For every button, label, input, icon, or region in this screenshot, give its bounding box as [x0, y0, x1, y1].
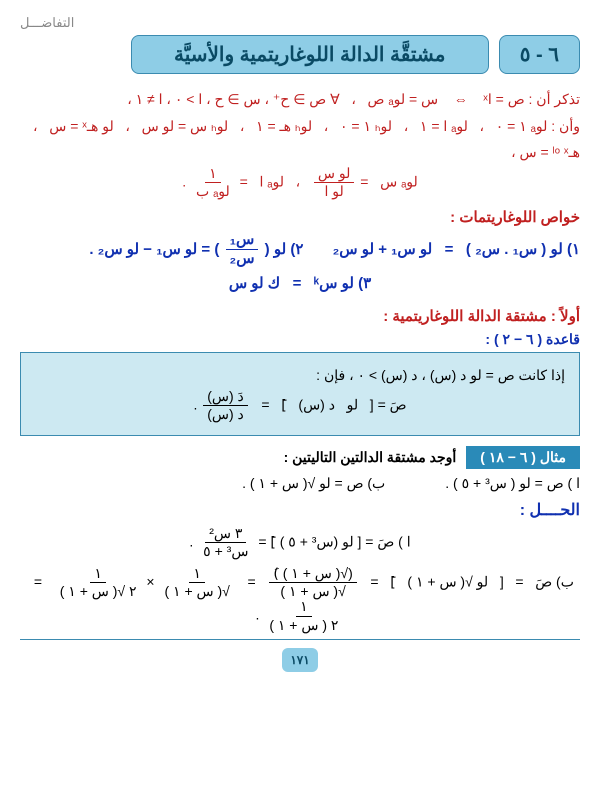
rule-line-1: إذا كانت ص = لو د (س) ، د (س) > ٠ ، فإن … [35, 361, 565, 389]
cb-prefix: لوₐ س = [356, 173, 417, 189]
cb-mid: ، لوₐ ا = [236, 173, 308, 189]
sol-b-frac-3: ١ ٢ √( س + ١ ) [56, 566, 141, 600]
chapter-title: مشتقَّة الدالة اللوغاريتمية والأسيَّة [131, 35, 489, 74]
page-number: ١٧١ [282, 648, 318, 672]
rule-box: إذا كانت ص = لو د (س) ، د (س) > ٠ ، فإن … [20, 352, 580, 436]
prop-2b: ) = لو س₁ − لو س₂ . [89, 241, 219, 258]
prop-2-frac: س₁ س₂ [226, 232, 259, 268]
cb-end: . [182, 173, 186, 189]
prop-1: ١) لو ( س₁ . س₂ ) = لو س₁ + لو س₂ [303, 241, 580, 258]
breadcrumb: التفاضـــل [20, 15, 580, 31]
rule-frac: دَ (س) د (س) [203, 389, 248, 423]
frac-log-base-1: لو س لو ا [314, 166, 354, 200]
solution-b: ب) صَ = [ لو √( س + ١ ) ]َ = (√( س + ١ )… [20, 566, 580, 634]
first-section-title: أولاً : مشتقة الدالة اللوغاريتمية : [20, 307, 580, 325]
rule-line-2: صَ = [ لو د (س) ]َ = دَ (س) د (س) . [35, 389, 565, 423]
prop-row-1: ١) لو ( س₁ . س₂ ) = لو س₁ + لو س₂ ٢) لو … [20, 232, 580, 268]
properties-title: خواص اللوغاريتمات : [20, 208, 580, 226]
chapter-number: ٦ - ٥ [499, 35, 580, 74]
recall-block: تذكر أن : ص = اˣ ⇔ س = لوₐ ص ، ∀ ص ∋ ح⁺ … [20, 86, 580, 200]
recall-line-1: تذكر أن : ص = اˣ ⇔ س = لوₐ ص ، ∀ ص ∋ ح⁺ … [20, 86, 580, 113]
sol-a-frac: ٣ س² س³ + ٥ [199, 526, 252, 560]
recall-line-3: لوₐ س = لو س لو ا ، لوₐ ا = ١ لوₐ ب . [20, 166, 580, 200]
chapter-header: ٦ - ٥ مشتقَّة الدالة اللوغاريتمية والأسي… [20, 35, 580, 74]
example-tag: مثال ( ٦ − ١٨ ) [466, 446, 580, 469]
bottom-divider [20, 639, 580, 640]
solution-title: الحــــل : [20, 500, 580, 520]
example-problems: ا ) ص = لو ( س³ + ٥ ) . ب) ص = لو √‎( س … [20, 475, 580, 492]
solution-a: ا ) صَ = [ لو (س³ + ٥ ) ]َ = ٣ س² س³ + ٥… [20, 526, 580, 560]
prop-3: ٣) لو سᵏ = ك لو س [20, 268, 580, 300]
properties-list: ١) لو ( س₁ . س₂ ) = لو س₁ + لو س₂ ٢) لو … [20, 232, 580, 300]
sol-b-frac-4: ١ ٢ ( س + ١ ) [265, 599, 342, 633]
recall-line-2: وأن : لوₐ ١ = ٠ ، لوₐ ا = ١ ، لوₕ ١ = ٠ … [20, 113, 580, 166]
sol-b-frac-2: ١ √( س + ١ ) [160, 566, 233, 600]
prop-2a: ٢) لو ( [261, 241, 304, 258]
page-footer: ١٧١ [20, 648, 580, 672]
frac-log-base-2: ١ لوₐ ب [192, 166, 234, 200]
example-text: أوجد مشتقة الدالتين التاليتين : [284, 449, 457, 466]
rule-label: قاعدة ( ٦ − ٢ ) : [20, 331, 580, 348]
problem-b: ب) ص = لو √‎( س + ١ )‎ . [242, 475, 385, 492]
sol-b-frac-1: (√( س + ١ ) )َ √( س + ١ ) [269, 566, 356, 600]
problem-a: ا ) ص = لو ( س³ + ٥ ) . [445, 475, 580, 492]
example-header: مثال ( ٦ − ١٨ ) أوجد مشتقة الدالتين التا… [20, 446, 580, 469]
